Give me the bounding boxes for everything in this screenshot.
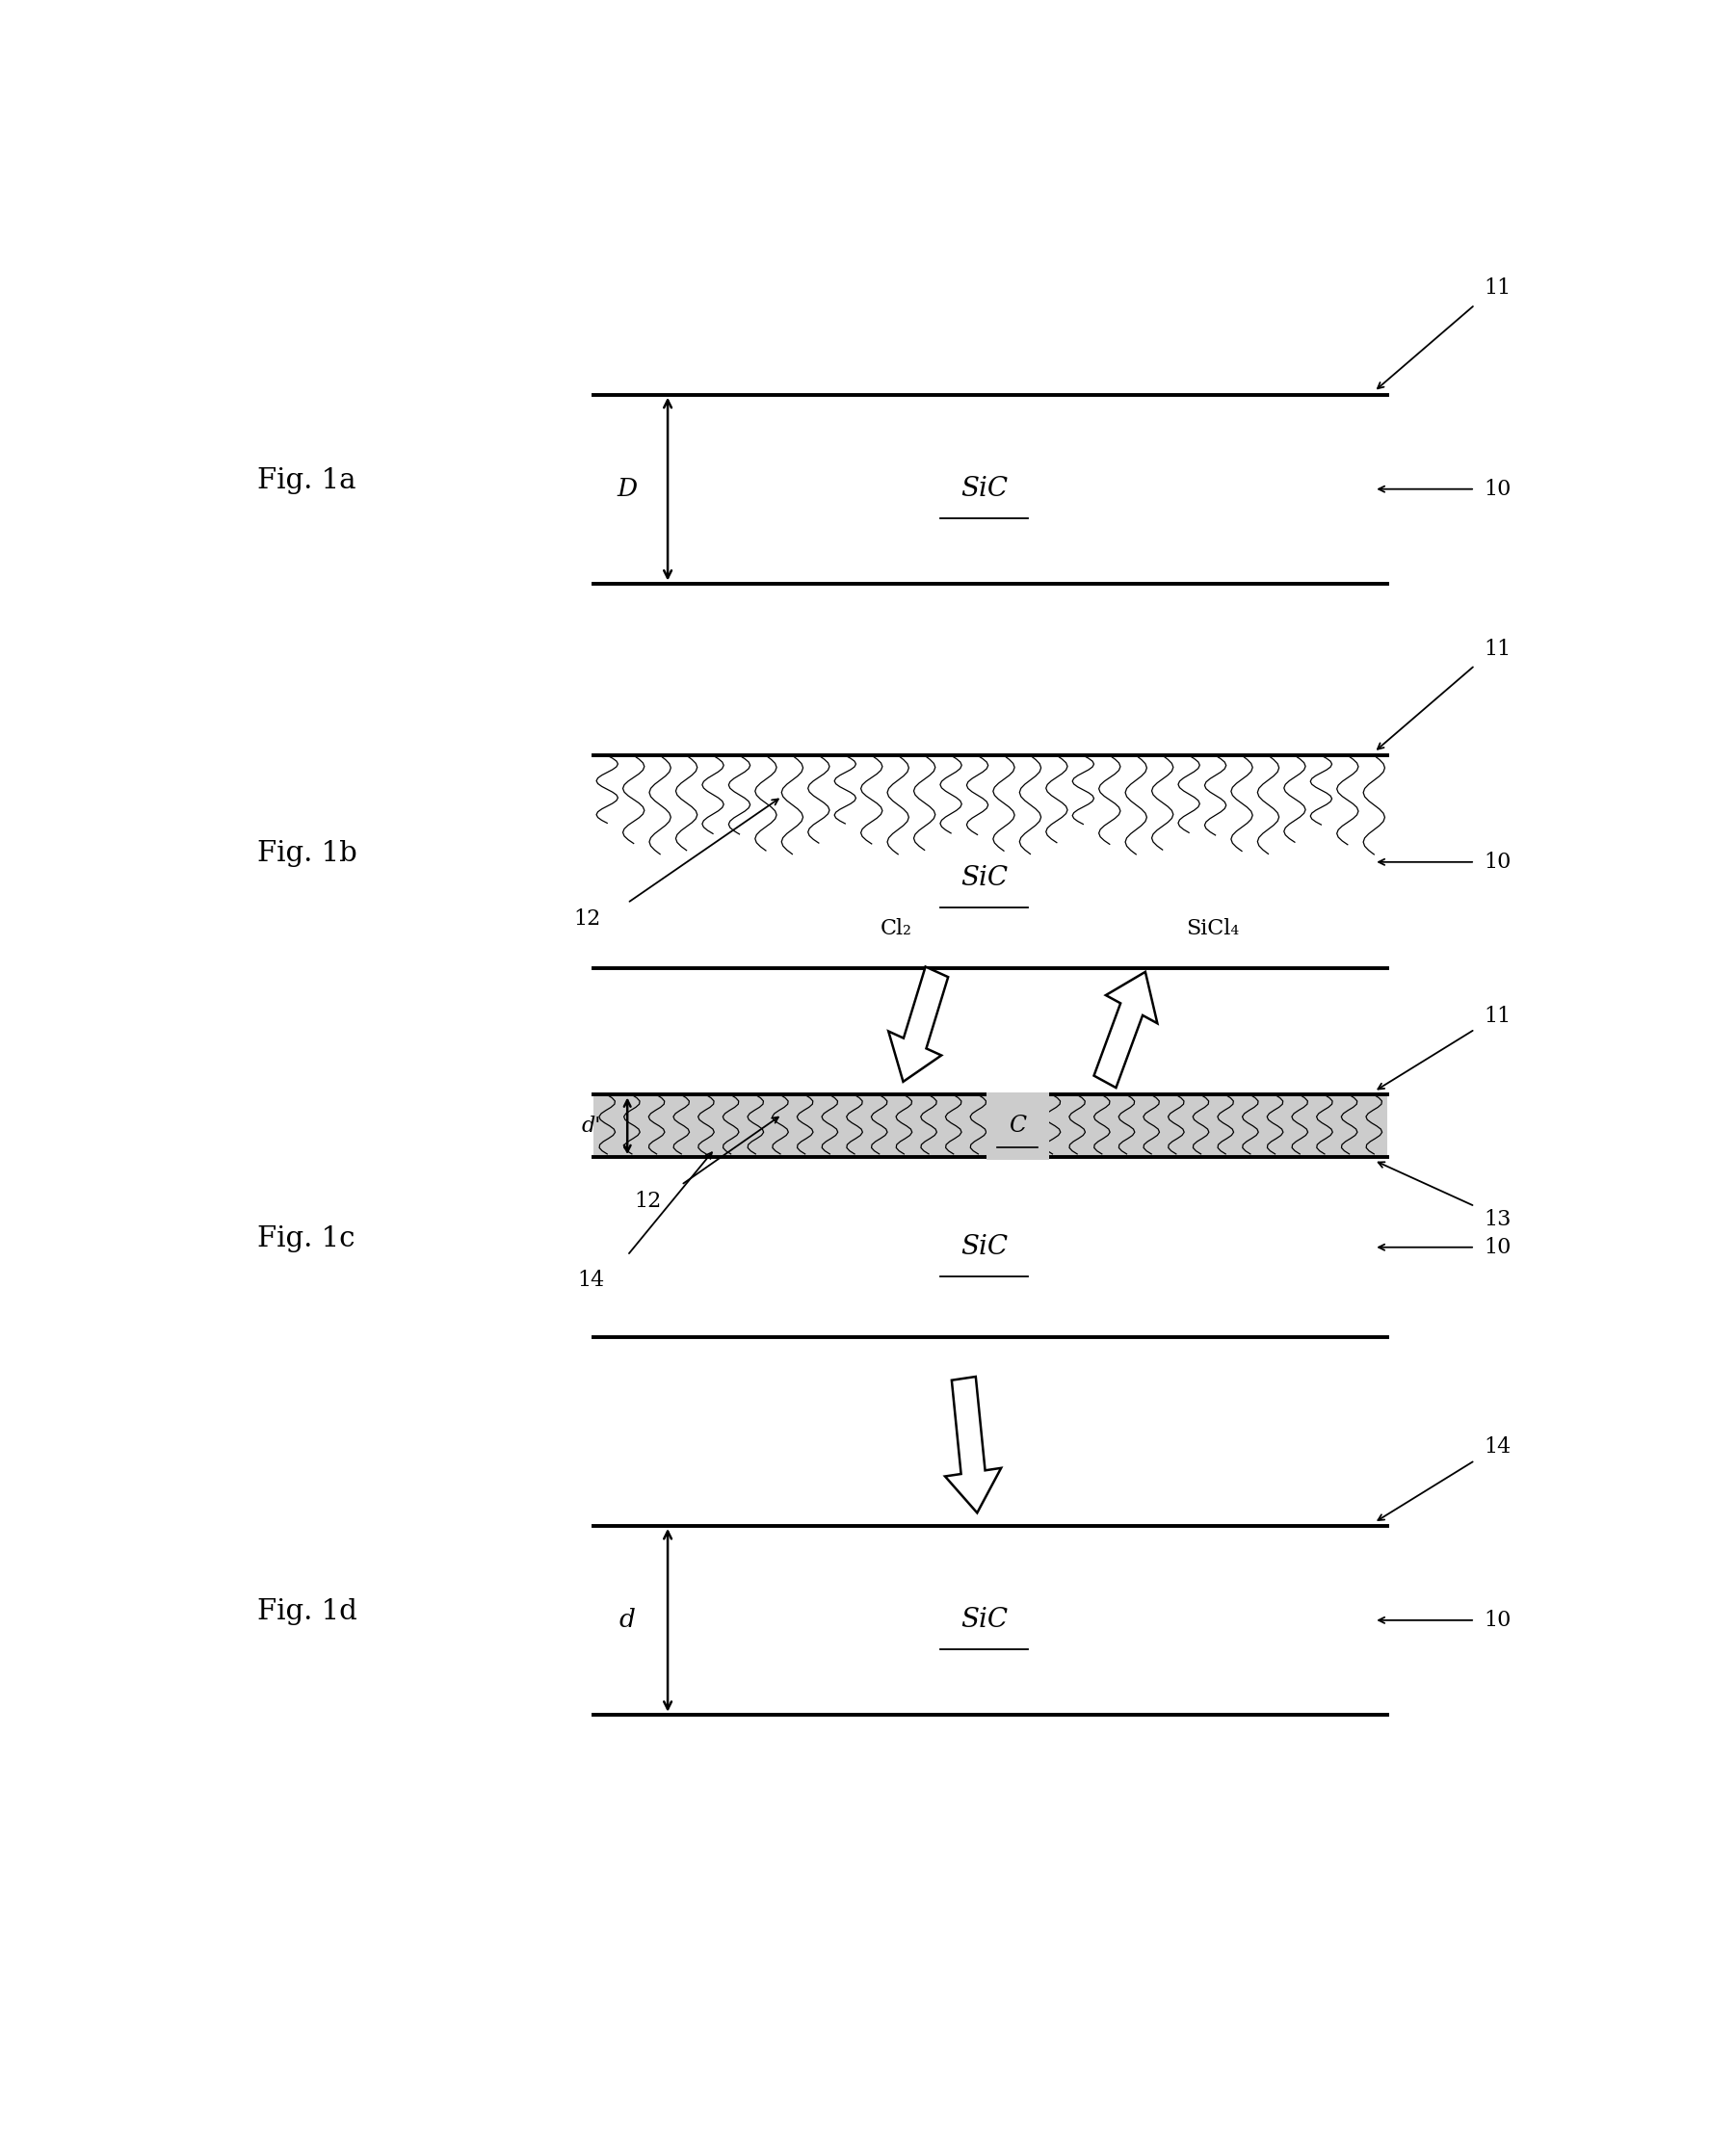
Text: d': d' [582, 1116, 601, 1137]
Text: SiC: SiC [960, 477, 1007, 502]
Text: SiCl₄: SiCl₄ [1186, 918, 1240, 939]
Text: Fig. 1b: Fig. 1b [257, 841, 358, 867]
Text: Fig. 1d: Fig. 1d [257, 1599, 358, 1627]
Text: 10: 10 [1484, 1610, 1512, 1631]
Text: SiC: SiC [960, 1607, 1007, 1633]
FancyArrow shape [944, 1377, 1002, 1514]
Text: D: D [618, 477, 637, 500]
Text: Fig. 1c: Fig. 1c [257, 1226, 356, 1252]
Text: 12: 12 [573, 909, 601, 930]
Text: 13: 13 [1484, 1209, 1512, 1231]
Text: 10: 10 [1484, 852, 1512, 873]
FancyArrow shape [1094, 971, 1158, 1088]
Text: 10: 10 [1484, 1237, 1512, 1258]
Text: 12: 12 [634, 1190, 661, 1211]
Text: SiC: SiC [960, 1235, 1007, 1260]
Text: 11: 11 [1484, 639, 1512, 660]
Text: 10: 10 [1484, 479, 1512, 500]
Text: Cl₂: Cl₂ [880, 918, 911, 939]
Text: d: d [620, 1607, 635, 1633]
Text: 14: 14 [578, 1269, 604, 1290]
FancyArrow shape [889, 967, 948, 1082]
Text: 14: 14 [1484, 1437, 1512, 1458]
Text: 11: 11 [1484, 1005, 1512, 1026]
Text: Fig. 1a: Fig. 1a [257, 468, 356, 494]
Text: C: C [1009, 1116, 1026, 1137]
FancyBboxPatch shape [594, 1094, 1387, 1158]
Text: 11: 11 [1484, 277, 1512, 298]
Text: SiC: SiC [960, 864, 1007, 892]
